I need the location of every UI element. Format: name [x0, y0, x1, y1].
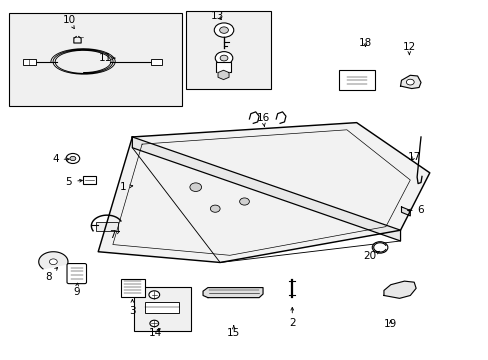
- Text: 9: 9: [73, 283, 80, 297]
- Text: 11: 11: [99, 53, 115, 63]
- Polygon shape: [132, 137, 400, 241]
- Circle shape: [214, 23, 233, 37]
- Polygon shape: [218, 70, 228, 80]
- Text: 8: 8: [45, 267, 58, 282]
- Bar: [216, 62, 230, 72]
- Text: 5: 5: [65, 177, 82, 187]
- Text: 1: 1: [120, 182, 132, 192]
- Circle shape: [220, 55, 227, 61]
- FancyBboxPatch shape: [82, 176, 96, 184]
- FancyBboxPatch shape: [338, 70, 374, 90]
- Text: 7: 7: [109, 230, 119, 239]
- Text: 20: 20: [363, 251, 379, 261]
- Polygon shape: [98, 123, 429, 262]
- Text: 10: 10: [62, 15, 75, 29]
- Text: 2: 2: [288, 307, 295, 328]
- Text: 13: 13: [211, 11, 224, 21]
- Text: 19: 19: [384, 319, 397, 329]
- Polygon shape: [39, 252, 68, 269]
- Circle shape: [70, 156, 76, 161]
- Bar: [96, 222, 118, 231]
- Circle shape: [66, 153, 80, 163]
- FancyBboxPatch shape: [134, 287, 191, 330]
- Circle shape: [49, 259, 57, 265]
- FancyBboxPatch shape: [185, 11, 271, 89]
- Text: 3: 3: [129, 300, 135, 316]
- Bar: [22, 59, 36, 65]
- Circle shape: [149, 291, 159, 299]
- Circle shape: [189, 183, 201, 192]
- Polygon shape: [383, 281, 415, 298]
- Circle shape: [150, 320, 158, 327]
- Circle shape: [239, 198, 249, 205]
- Circle shape: [210, 205, 220, 212]
- Text: 16: 16: [256, 113, 269, 126]
- Bar: [151, 59, 161, 64]
- Text: 17: 17: [407, 152, 420, 162]
- Polygon shape: [401, 207, 409, 216]
- Polygon shape: [203, 288, 263, 298]
- FancyBboxPatch shape: [121, 279, 144, 297]
- Polygon shape: [400, 75, 420, 89]
- Text: 4: 4: [52, 154, 69, 164]
- Text: 18: 18: [358, 38, 371, 48]
- FancyBboxPatch shape: [9, 13, 182, 107]
- Text: 12: 12: [402, 42, 415, 55]
- Text: 14: 14: [149, 328, 162, 338]
- Circle shape: [371, 242, 387, 253]
- Text: 15: 15: [227, 326, 240, 338]
- Bar: [145, 302, 179, 313]
- Circle shape: [215, 51, 232, 64]
- Circle shape: [406, 79, 413, 85]
- FancyBboxPatch shape: [67, 264, 86, 284]
- Text: 6: 6: [407, 206, 424, 216]
- Circle shape: [219, 27, 228, 33]
